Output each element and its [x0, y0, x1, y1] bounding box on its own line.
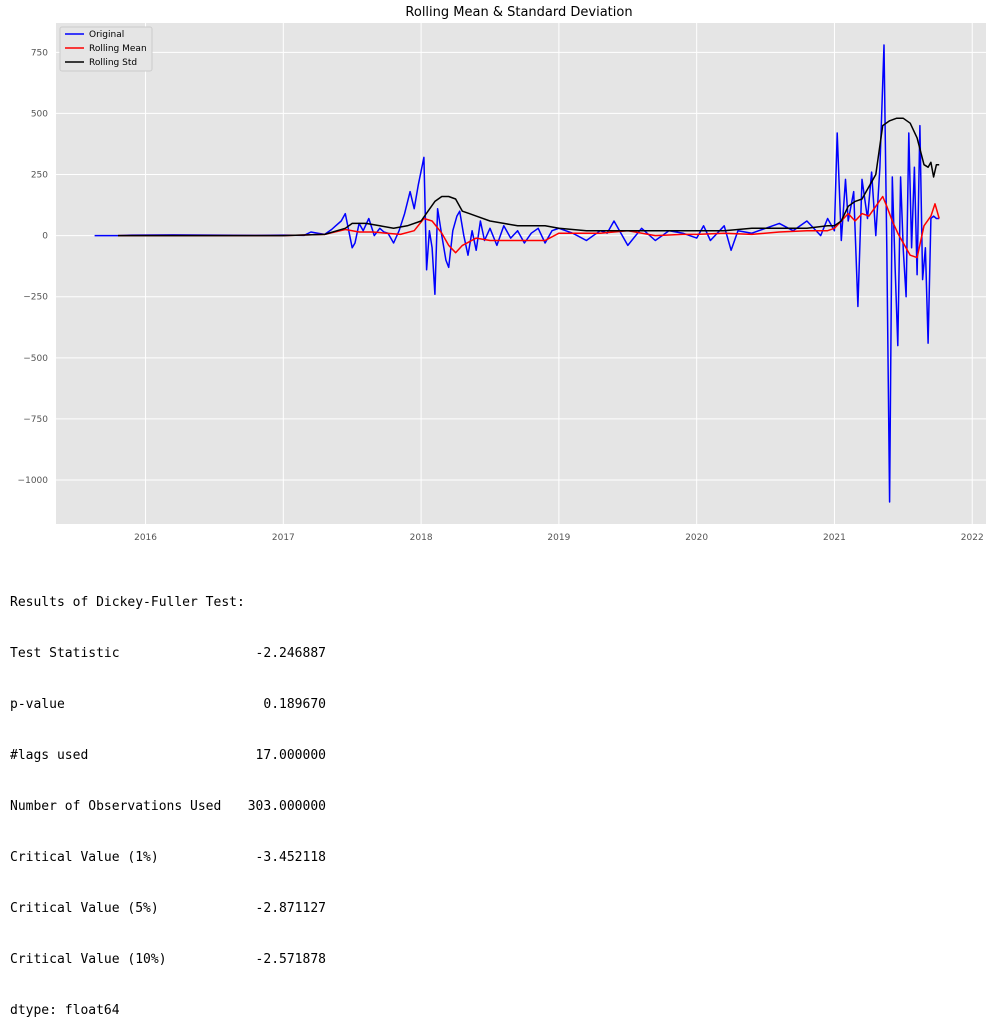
legend-label-original: Original	[89, 30, 124, 40]
output-row-label: p-value	[10, 697, 65, 712]
output-row-label: Test Statistic	[10, 646, 120, 661]
y-tick-label: −1000	[18, 476, 49, 486]
output-row-label: Critical Value (1%)	[10, 850, 159, 865]
output-row-value: 17.000000	[255, 748, 326, 763]
grid-lines	[56, 23, 986, 524]
output-row-label: #lags used	[10, 748, 89, 763]
output-row-value: -2.871127	[255, 901, 326, 916]
output-heading: Results of Dickey-Fuller Test:	[10, 595, 245, 610]
y-tick-label: 750	[31, 48, 48, 58]
x-axis-ticks: 2016 2017 2018 2019 2020 2021 2022	[134, 533, 984, 543]
x-tick-label: 2021	[823, 533, 846, 543]
chart-title: Rolling Mean & Standard Deviation	[405, 5, 632, 20]
y-tick-label: −250	[23, 293, 48, 303]
series-lines	[94, 44, 940, 503]
series-line-original	[94, 44, 940, 503]
x-tick-label: 2017	[272, 533, 295, 543]
output-row: p-value 0.189670	[10, 696, 326, 713]
y-tick-label: 0	[42, 232, 48, 242]
output-row-value: -2.246887	[255, 646, 326, 661]
output-row: Critical Value (5%) -2.871127	[10, 900, 326, 917]
legend-label-rolling-std: Rolling Std	[89, 58, 137, 68]
plot-area	[56, 23, 986, 524]
x-tick-label: 2022	[961, 533, 984, 543]
y-tick-label: 500	[31, 109, 48, 119]
output-row-label: Critical Value (10%)	[10, 952, 167, 967]
legend-box	[59, 26, 153, 72]
x-tick-label: 2020	[685, 533, 708, 543]
y-tick-label: −500	[23, 354, 48, 364]
x-tick-label: 2016	[134, 533, 157, 543]
output-row: Critical Value (10%) -2.571878	[10, 951, 326, 968]
x-tick-label: 2018	[410, 533, 433, 543]
x-tick-label: 2019	[547, 533, 570, 543]
series-line-rolling-std	[118, 117, 940, 237]
output-row: Test Statistic -2.246887	[10, 645, 326, 662]
y-tick-label: 250	[31, 171, 48, 181]
rolling-stats-chart: Rolling Mean & Standard Deviation 750 500…	[18, 5, 986, 543]
dickey-fuller-output: Results of Dickey-Fuller Test: Test Stat…	[10, 560, 326, 1036]
output-row: #lags used 17.000000	[10, 747, 326, 764]
output-row-value: 0.189670	[263, 697, 326, 712]
legend: Original Rolling Mean Rolling Std	[59, 26, 153, 72]
legend-label-rolling-mean: Rolling Mean	[89, 44, 147, 54]
output-row-label: Critical Value (5%)	[10, 901, 159, 916]
output-dtype: dtype: float64	[10, 1003, 120, 1018]
y-tick-label: −750	[23, 415, 48, 425]
output-row-label: Number of Observations Used	[10, 799, 222, 814]
output-row: Number of Observations Used 303.000000	[10, 798, 326, 815]
output-row-value: -3.452118	[255, 850, 326, 865]
output-row-value: 303.000000	[247, 799, 326, 814]
output-row: Critical Value (1%) -3.452118	[10, 849, 326, 866]
output-row-value: -2.571878	[255, 952, 326, 967]
y-axis-ticks: 750 500 250 0 −250 −500 −750 −1000	[18, 48, 49, 486]
series-line-rolling-mean	[118, 195, 940, 259]
